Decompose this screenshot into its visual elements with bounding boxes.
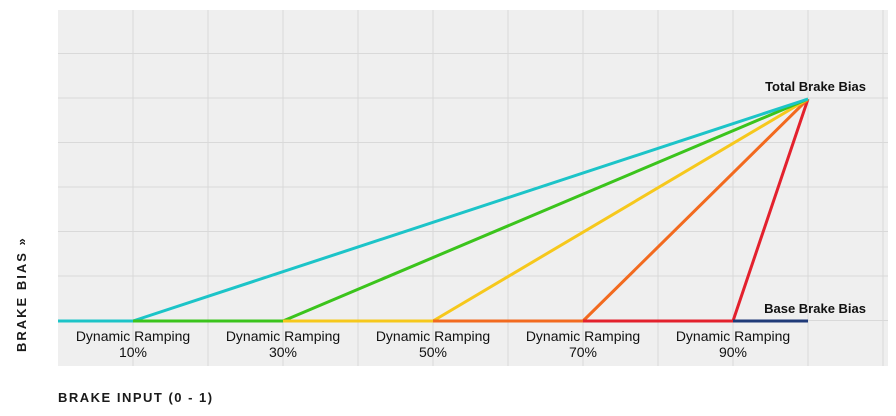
ramp-label: Dynamic Ramping	[226, 328, 340, 344]
x-axis-title: BRAKE INPUT (0 - 1)	[58, 390, 214, 405]
ramp-label: Dynamic Ramping	[676, 328, 790, 344]
ramp-label: Dynamic Ramping	[76, 328, 190, 344]
ramp-pct: 90%	[719, 344, 747, 360]
ramp-pct: 50%	[419, 344, 447, 360]
ramp-label: Dynamic Ramping	[526, 328, 640, 344]
grid	[58, 10, 888, 366]
series-layer	[58, 97, 810, 323]
ramp-pct: 30%	[269, 344, 297, 360]
y-axis-title: BRAKE BIAS »	[14, 236, 29, 352]
ramp-pct: 10%	[119, 344, 147, 360]
plot-background	[58, 10, 888, 366]
ramp-pct: 70%	[569, 344, 597, 360]
ramp-label: Dynamic Ramping	[376, 328, 490, 344]
base-brake-bias-label: Base Brake Bias	[764, 301, 866, 316]
total-brake-bias-label: Total Brake Bias	[765, 79, 866, 94]
